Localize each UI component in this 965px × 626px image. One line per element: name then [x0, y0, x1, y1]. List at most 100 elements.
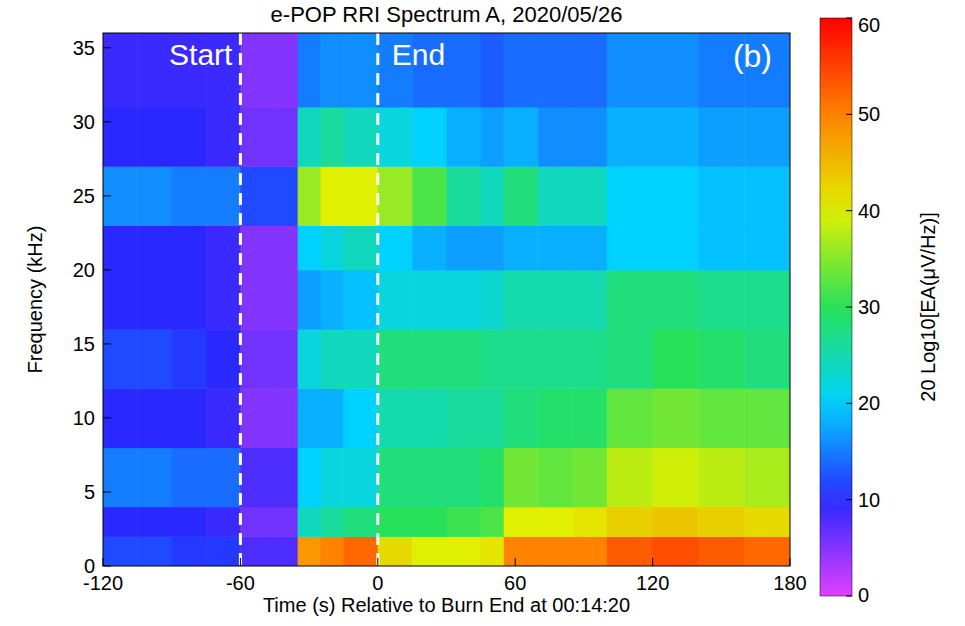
cell — [298, 270, 321, 330]
cell — [572, 33, 607, 108]
x-tick-label: 0 — [372, 572, 383, 594]
cell — [447, 225, 482, 270]
cell — [572, 329, 607, 389]
cell — [538, 166, 573, 226]
cell — [412, 388, 447, 448]
cell — [653, 225, 699, 270]
cell — [321, 536, 344, 566]
cell — [206, 225, 241, 270]
cell — [538, 329, 573, 389]
colorbar-title: 20 Log10[EA(μV/Hz)] — [917, 212, 939, 401]
cell — [275, 388, 298, 448]
cell — [275, 33, 298, 108]
cell — [447, 448, 482, 508]
cell — [653, 507, 699, 537]
cell — [538, 448, 573, 508]
cell — [275, 107, 298, 167]
cell — [698, 507, 744, 537]
x-tick — [515, 558, 516, 566]
cell — [321, 388, 344, 448]
cell — [481, 33, 504, 108]
cell — [607, 536, 653, 566]
cell — [538, 270, 573, 330]
cell — [103, 107, 138, 167]
y-tick — [103, 566, 111, 567]
cell — [343, 107, 378, 167]
cell — [137, 536, 172, 566]
cell — [137, 270, 172, 330]
cell — [103, 536, 138, 566]
cell — [343, 166, 378, 226]
cell — [343, 33, 378, 108]
y-axis-title: Frequency (kHz) — [24, 226, 46, 374]
y-tick — [103, 417, 111, 418]
panel-label: (b) — [733, 38, 772, 74]
cell — [298, 33, 321, 108]
cell — [698, 536, 744, 566]
y-tick — [103, 491, 111, 492]
cell — [298, 388, 321, 448]
colorbar-tick — [846, 114, 852, 115]
cells — [103, 33, 790, 566]
cell — [240, 166, 275, 226]
cell — [481, 166, 504, 226]
cell — [653, 33, 699, 108]
y-tick-label: 25 — [73, 185, 95, 207]
x-axis-title: Time (s) Relative to Burn End at 00:14:2… — [263, 594, 630, 616]
colorbar-tick — [846, 18, 852, 19]
annotation: Start — [169, 38, 233, 71]
cell — [538, 536, 573, 566]
cell — [137, 329, 172, 389]
cell — [321, 270, 344, 330]
cell — [275, 507, 298, 537]
cell — [607, 507, 653, 537]
cell — [698, 388, 744, 448]
cell — [698, 225, 744, 270]
y-tick — [103, 121, 111, 122]
cell — [103, 388, 138, 448]
cell — [481, 448, 504, 508]
cell — [412, 107, 447, 167]
colorbar-tick-label: 60 — [858, 14, 880, 36]
cell — [172, 507, 207, 537]
cell — [744, 329, 790, 389]
cell — [240, 448, 275, 508]
cell — [275, 166, 298, 226]
annotation: End — [392, 38, 445, 71]
cell — [481, 225, 504, 270]
cell — [103, 166, 138, 226]
cell — [572, 107, 607, 167]
x-tick — [103, 558, 104, 566]
y-tick — [103, 343, 111, 344]
cell — [412, 507, 447, 537]
cell — [447, 507, 482, 537]
cell — [698, 270, 744, 330]
cell — [653, 329, 699, 389]
cell — [653, 388, 699, 448]
cell — [481, 329, 504, 389]
marker-line — [376, 33, 379, 566]
cell — [240, 107, 275, 167]
cell — [321, 507, 344, 537]
y-tick-label: 35 — [73, 37, 95, 59]
y-tick-label: 0 — [84, 555, 95, 577]
y-tick — [103, 269, 111, 270]
cell — [744, 448, 790, 508]
cell — [103, 507, 138, 537]
cell — [607, 329, 653, 389]
colorbar-tick-label: 30 — [858, 296, 880, 318]
cell — [378, 225, 413, 270]
cell — [412, 329, 447, 389]
cell — [572, 536, 607, 566]
frame — [103, 33, 790, 566]
cell — [298, 107, 321, 167]
cell — [378, 507, 413, 537]
cell — [172, 225, 207, 270]
cell — [172, 166, 207, 226]
cell — [298, 536, 321, 566]
y-tick-label: 30 — [73, 111, 95, 133]
cell — [206, 388, 241, 448]
cell — [206, 166, 241, 226]
cell — [481, 107, 504, 167]
cell — [321, 225, 344, 270]
